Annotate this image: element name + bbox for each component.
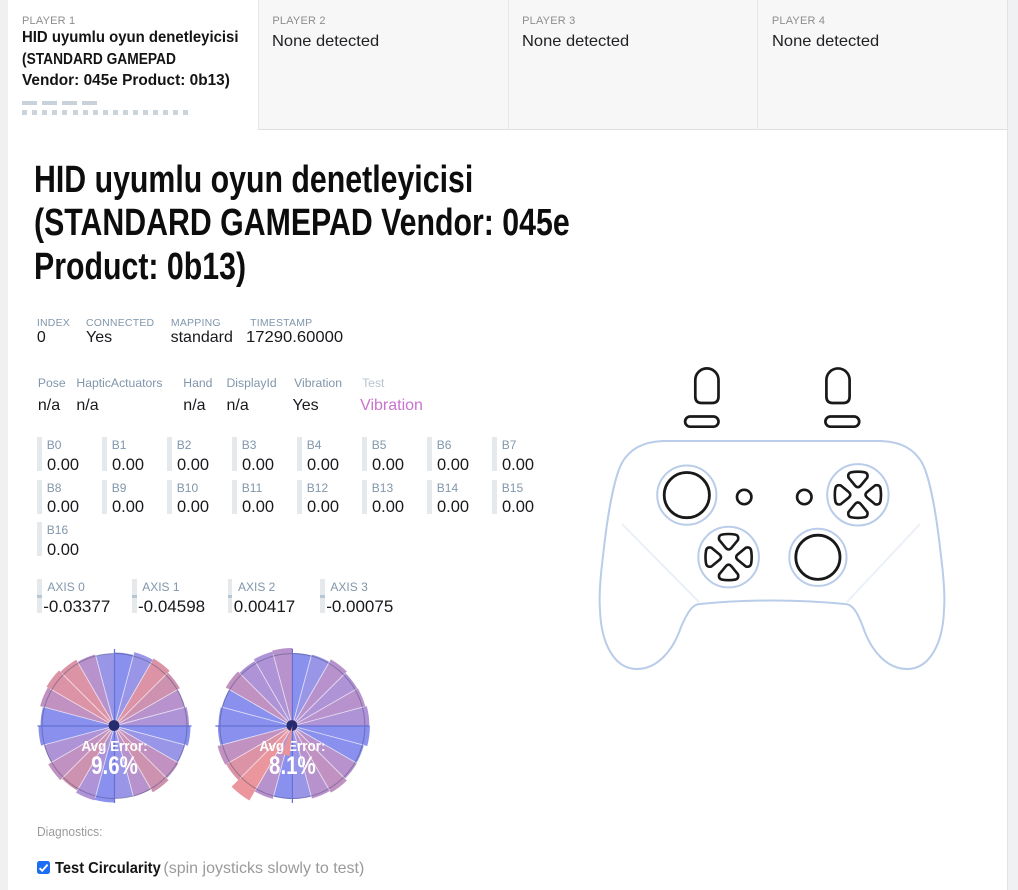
svg-text:8.1%: 8.1% <box>269 751 316 779</box>
svg-text:Avg Error:: Avg Error: <box>259 738 325 755</box>
svg-text:9.6%: 9.6% <box>91 751 138 779</box>
svg-text:Avg Error:: Avg Error: <box>81 738 147 755</box>
